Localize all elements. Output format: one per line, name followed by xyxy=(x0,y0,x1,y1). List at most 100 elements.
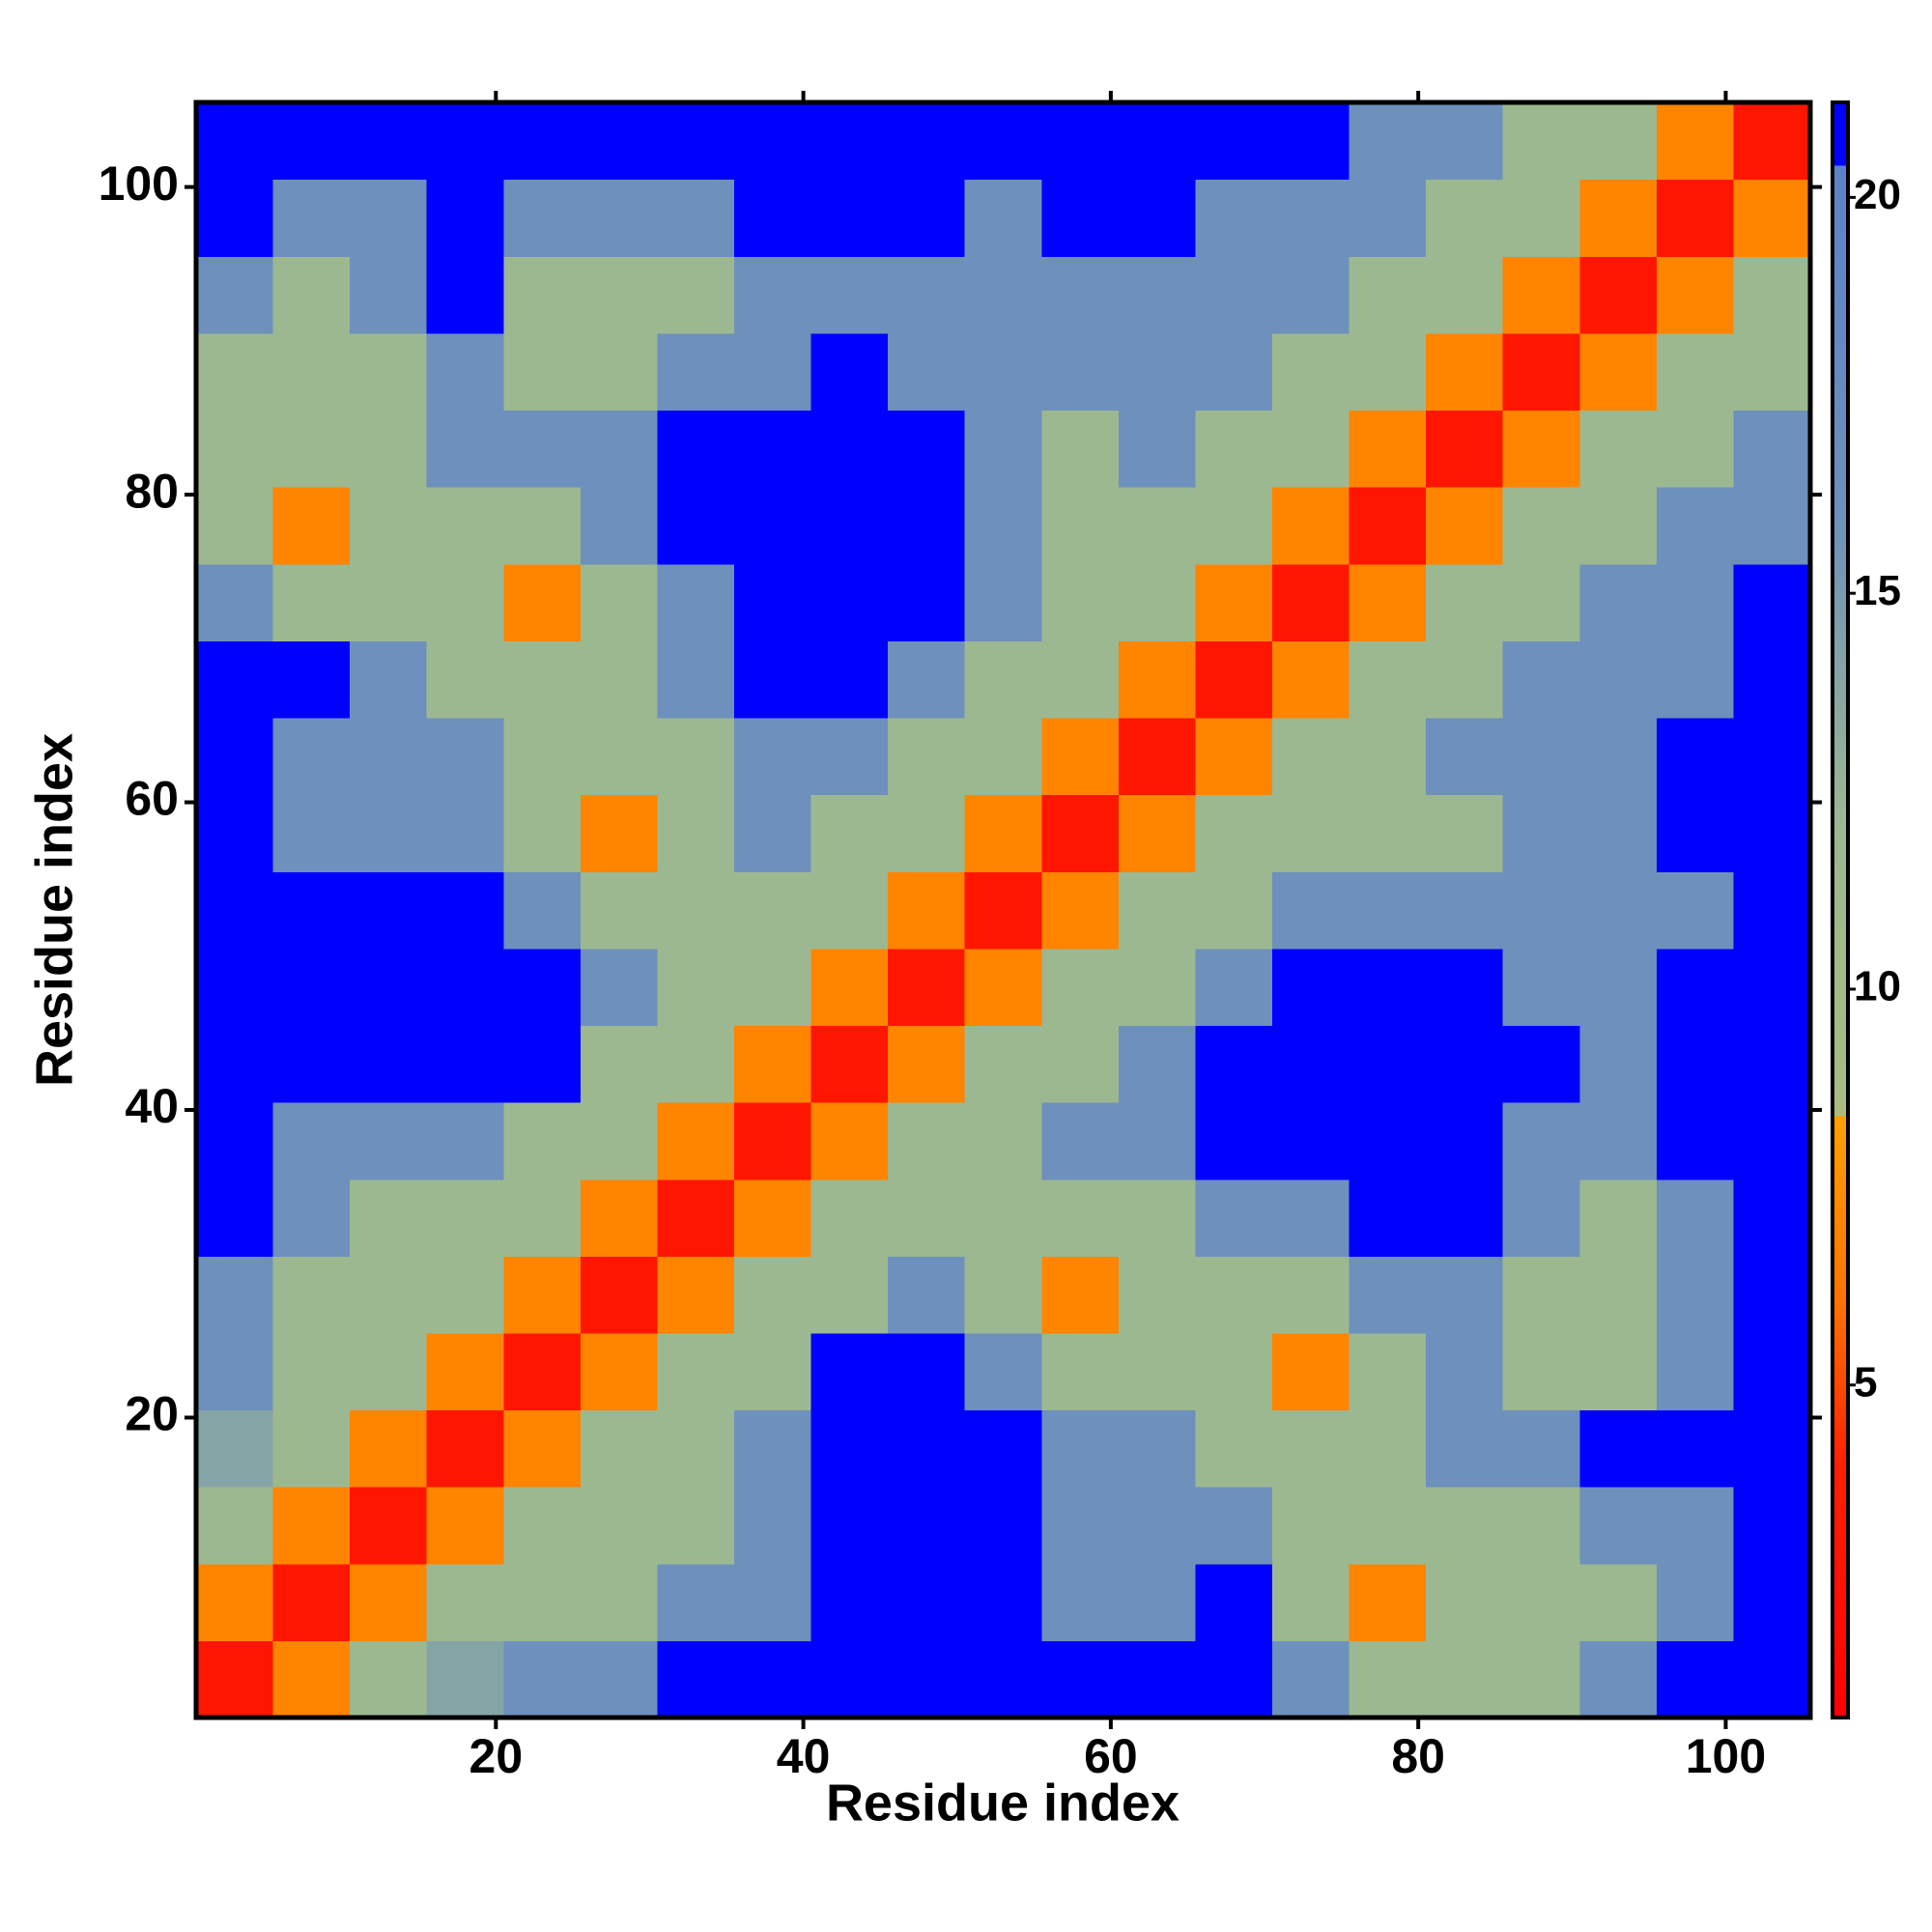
heatmap-cell xyxy=(964,1025,1042,1103)
heatmap-cell xyxy=(196,1102,274,1180)
heatmap-cell xyxy=(580,717,659,796)
heatmap-cell xyxy=(1349,1487,1427,1565)
heatmap-cell xyxy=(426,256,504,334)
heatmap-cell xyxy=(350,1179,428,1257)
heatmap-cell xyxy=(1502,563,1580,641)
heatmap-cell xyxy=(1502,179,1580,257)
heatmap-cell xyxy=(810,1102,889,1180)
heatmap-cell xyxy=(964,1179,1042,1257)
heatmap-cell xyxy=(426,102,504,181)
heatmap-cell xyxy=(1118,1025,1197,1103)
heatmap-cell xyxy=(657,1409,735,1488)
heatmap-cell xyxy=(1502,1332,1580,1411)
heatmap-cell xyxy=(810,948,889,1027)
heatmap-cell xyxy=(1349,1332,1427,1411)
heatmap-cell xyxy=(1426,1487,1504,1565)
heatmap-cell xyxy=(1272,794,1350,872)
heatmap-cell xyxy=(272,1256,351,1334)
heatmap-cell xyxy=(734,410,812,488)
heatmap-cell xyxy=(1579,1179,1658,1257)
heatmap-cell xyxy=(888,487,966,565)
heatmap-cell xyxy=(1656,487,1735,565)
colorbar xyxy=(1831,100,1850,1719)
heatmap-cell xyxy=(350,948,428,1027)
heatmap-cell xyxy=(964,1409,1042,1488)
heatmap-cell xyxy=(1041,1179,1120,1257)
heatmap-cell xyxy=(1349,948,1427,1027)
heatmap-cell xyxy=(888,332,966,412)
heatmap-cell xyxy=(1041,487,1120,565)
heatmap-cell xyxy=(1426,563,1504,641)
heatmap-cell xyxy=(888,1256,966,1334)
heatmap-cell xyxy=(964,1487,1042,1565)
heatmap-cell xyxy=(657,256,735,334)
heatmap-cell xyxy=(196,1332,274,1411)
heatmap-cell xyxy=(580,871,659,950)
heatmap-cell xyxy=(1656,1256,1735,1334)
heatmap-cell xyxy=(657,102,735,181)
heatmap-cell xyxy=(810,179,889,257)
heatmap-cell xyxy=(1656,1025,1735,1103)
heatmap-cell xyxy=(1426,179,1504,257)
heatmap-cell xyxy=(1656,1409,1735,1488)
heatmap-cell xyxy=(272,102,351,181)
heatmap-cell xyxy=(426,794,504,872)
heatmap-cell xyxy=(1656,1102,1735,1180)
x-tick-label: 60 xyxy=(1084,1729,1138,1783)
heatmap-cell xyxy=(888,948,966,1027)
heatmap-cell xyxy=(272,1487,351,1565)
heatmap-cell xyxy=(1349,563,1427,641)
heatmap-cell xyxy=(734,1025,812,1103)
y-tick-label: 20 xyxy=(125,1387,179,1441)
heatmap-cell xyxy=(1426,1025,1504,1103)
heatmap-cell xyxy=(1041,179,1120,257)
heatmap-cell xyxy=(1656,1179,1735,1257)
heatmap-cell xyxy=(1195,1179,1273,1257)
heatmap-cell xyxy=(1272,1179,1350,1257)
heatmap-cell xyxy=(657,1487,735,1565)
heatmap-cell xyxy=(1656,410,1735,488)
heatmap-cell xyxy=(503,256,582,334)
heatmap-cell xyxy=(734,794,812,872)
heatmap-cell xyxy=(272,794,351,872)
heatmap-cell xyxy=(196,871,274,950)
heatmap-cell xyxy=(1041,1256,1120,1334)
heatmap-cell xyxy=(196,1487,274,1565)
heatmap-cell xyxy=(888,1640,966,1719)
heatmap-cell xyxy=(734,1487,812,1565)
heatmap-cell xyxy=(734,487,812,565)
heatmap-cell xyxy=(1272,640,1350,719)
heatmap-cell xyxy=(1272,717,1350,796)
heatmap-cell xyxy=(810,1409,889,1488)
heatmap-cell xyxy=(426,871,504,950)
heatmap-cell xyxy=(1349,179,1427,257)
heatmap-cell xyxy=(1656,179,1735,257)
heatmap-cell xyxy=(1118,487,1197,565)
heatmap-cell xyxy=(657,410,735,488)
heatmap-cell xyxy=(350,563,428,641)
heatmap-cell xyxy=(1195,179,1273,257)
heatmap-cell xyxy=(1195,1409,1273,1488)
heatmap-cell xyxy=(657,487,735,565)
heatmap-cell xyxy=(1579,179,1658,257)
heatmap-cell xyxy=(964,1256,1042,1334)
heatmap-cell xyxy=(503,179,582,257)
heatmap-cell xyxy=(1118,1487,1197,1565)
heatmap-cell xyxy=(1195,948,1273,1027)
heatmap-cell xyxy=(964,410,1042,488)
heatmap-cell xyxy=(1656,102,1735,181)
heatmap-cell xyxy=(657,332,735,412)
heatmap-cell xyxy=(888,1025,966,1103)
heatmap-cell xyxy=(810,1640,889,1719)
heatmap-cell xyxy=(426,563,504,641)
heatmap-cell xyxy=(734,640,812,719)
heatmap-cell xyxy=(1118,1256,1197,1334)
heatmap-cell xyxy=(196,410,274,488)
heatmap-cell xyxy=(1272,1487,1350,1565)
heatmap-cell xyxy=(657,640,735,719)
heatmap-cell xyxy=(1502,1102,1580,1180)
heatmap-cell xyxy=(1656,256,1735,334)
heatmap-cell xyxy=(1272,948,1350,1027)
heatmap-cell xyxy=(1272,1409,1350,1488)
y-tick-label: 60 xyxy=(125,772,179,826)
